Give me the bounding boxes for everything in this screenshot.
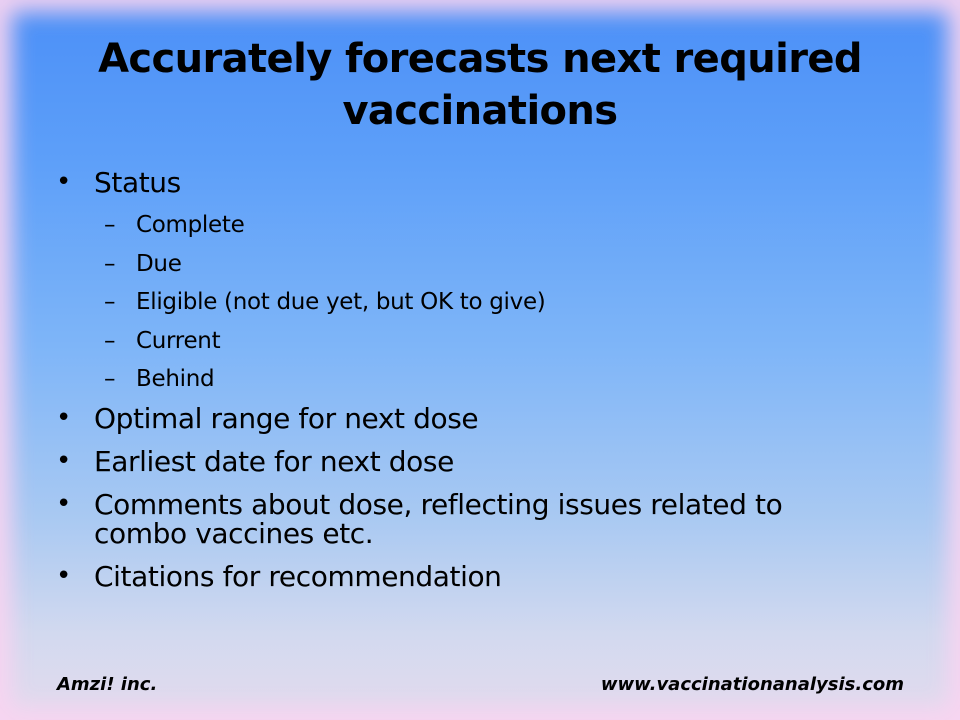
bullet-icon: • — [56, 560, 71, 591]
bullet-item-citations: • Citations for recommendation — [56, 559, 876, 593]
dash-icon: – — [104, 366, 116, 392]
sub-bullet-item: – Due — [56, 250, 876, 278]
sub-bullet-item: – Eligible (not due yet, but OK to give) — [56, 288, 876, 316]
dash-icon: – — [104, 327, 116, 354]
footer-company: Amzi! inc. — [57, 674, 158, 695]
bullet-icon: • — [56, 488, 71, 519]
bullet-icon: • — [56, 402, 71, 433]
sub-bullet-text: Behind — [136, 366, 215, 392]
bullet-text: Status — [94, 166, 181, 199]
sub-bullet-item: – Complete — [56, 211, 876, 239]
bullet-item-optimal-range: • Optimal range for next dose — [56, 401, 876, 435]
bullet-text: Citations for recommendation — [94, 559, 502, 593]
slide-title: Accurately forecasts next required vacci… — [98, 36, 862, 134]
sub-bullet-text: Due — [136, 250, 182, 277]
sub-bullet-text: Current — [136, 327, 221, 354]
sub-bullet-text: Complete — [136, 212, 245, 238]
dash-icon: – — [104, 212, 116, 238]
sub-bullet-item: – Current — [56, 327, 876, 355]
bullet-text: Optimal range for next dose — [94, 401, 479, 435]
sub-bullet-list: – Complete – Due – Eligible (not due yet… — [56, 211, 876, 393]
bullet-list: • Status – Complete – Due – Eligible (no… — [56, 168, 876, 605]
bullet-item-status: • Status — [56, 166, 876, 199]
dash-icon: – — [104, 289, 116, 315]
bullet-text: Earliest date for next dose — [94, 444, 454, 478]
sub-bullet-text: Eligible (not due yet, but OK to give) — [136, 289, 546, 315]
bullet-icon: • — [56, 167, 71, 197]
bullet-item-earliest-date: • Earliest date for next dose — [56, 444, 876, 478]
dash-icon: – — [104, 250, 116, 277]
sub-bullet-item: – Behind — [56, 365, 876, 393]
bullet-icon: • — [56, 445, 71, 476]
bullet-item-comments: • Comments about dose, reflecting issues… — [56, 487, 876, 550]
bullet-text: Comments about dose, reflecting issues r… — [94, 487, 783, 550]
footer-website: www.vaccinationanalysis.com — [600, 674, 904, 695]
